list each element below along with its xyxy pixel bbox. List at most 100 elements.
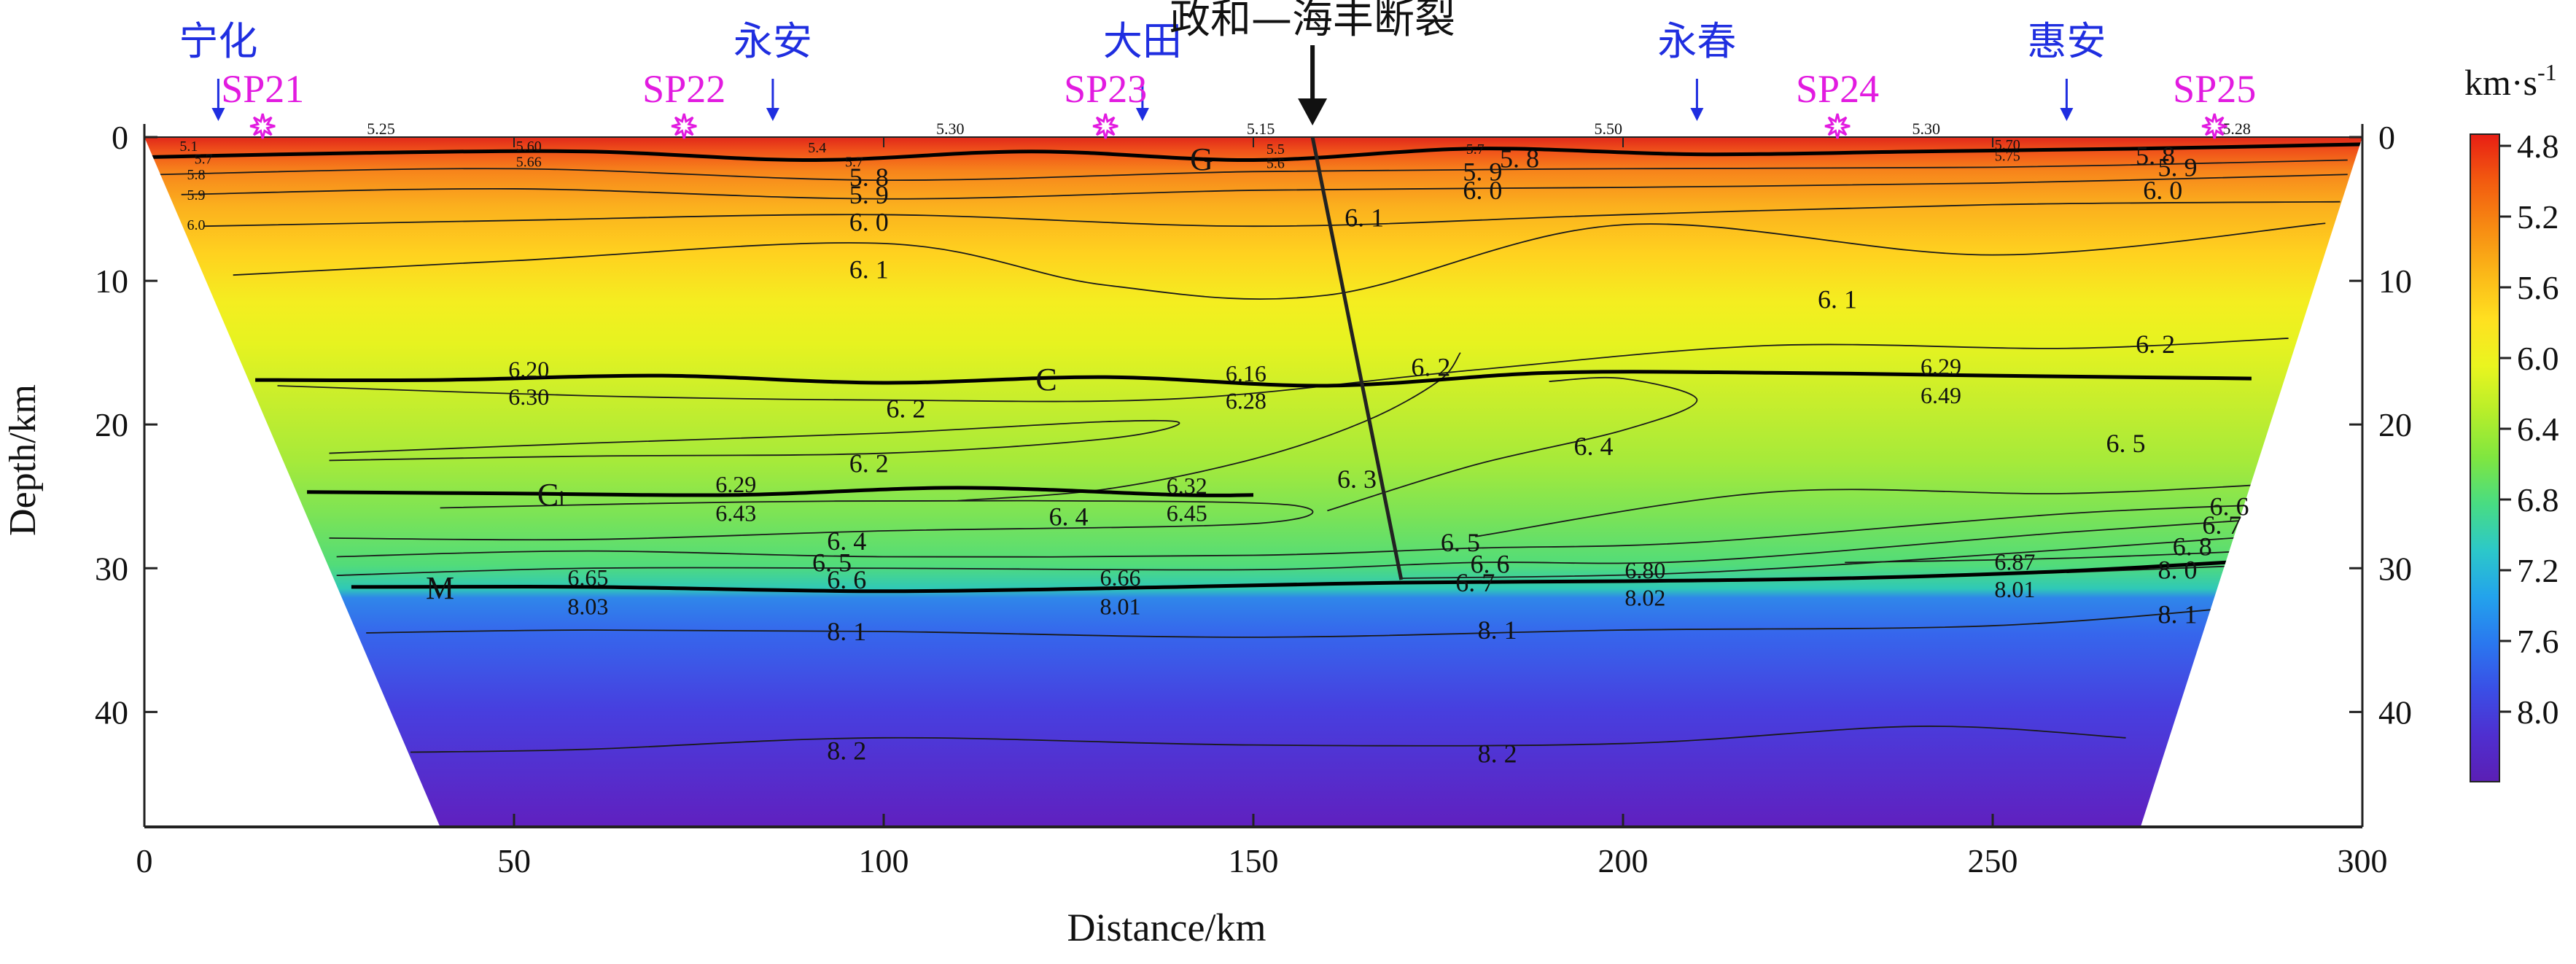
interface-velocity-label: 8.02 xyxy=(1624,585,1665,611)
colorbar-tick-label: 4.8 xyxy=(2517,128,2559,165)
interface-velocity-label: 6.28 xyxy=(1226,388,1266,414)
contour-label: 6. 1 xyxy=(849,254,889,284)
contour-label: 6. 5 xyxy=(2106,429,2146,458)
contour-label: 5. 9 xyxy=(1463,157,1502,186)
contour-label: 5. 8 xyxy=(2136,141,2175,171)
interface-velocity-label: 6.32 xyxy=(1167,473,1207,499)
x-tick-label: 100 xyxy=(859,842,909,879)
contour-label: 6. 2 xyxy=(886,394,925,424)
town-arrow-head xyxy=(2060,108,2074,121)
surface-velocity-label: 5.15 xyxy=(1247,120,1275,138)
isoline-6-0 xyxy=(203,201,2340,228)
interface-velocity-label: 8.01 xyxy=(1100,593,1140,619)
y-tick-label-right: 20 xyxy=(2378,406,2412,443)
isoline-8-2 xyxy=(410,726,2126,753)
town-arrow-head xyxy=(1690,108,1704,121)
isoline-6-3 xyxy=(957,352,1461,502)
town-label: 惠安 xyxy=(2027,18,2106,64)
shot-point-label: SP25 xyxy=(2173,67,2256,111)
surface-velocity-label: 5.25 xyxy=(367,120,395,138)
shallow-velocity-label: 5.9 xyxy=(187,187,205,203)
shot-point-star xyxy=(1092,113,1118,139)
contour-label: 6. 3 xyxy=(1337,464,1377,494)
y-tick-label-left: 40 xyxy=(95,693,128,731)
shallow-velocity-label: 5.4 xyxy=(808,140,826,156)
surface-velocity-label: 5.30 xyxy=(1912,120,1940,138)
shot-point-star xyxy=(2201,113,2227,139)
fault-line xyxy=(1310,136,1404,580)
colorbar-tick-label: 6.8 xyxy=(2517,481,2559,518)
interface-velocity-label: 6.66 xyxy=(1100,564,1140,591)
y-tick-label-left: 10 xyxy=(95,263,128,300)
shallow-velocity-label: 5.7 xyxy=(1466,141,1484,158)
colorbar-tick-label: 6.4 xyxy=(2517,411,2559,448)
colorbar: km·s-1 4.8 5.2 5.6 6.0 6.4 6.8 7.2 7.6 8.0 xyxy=(2464,59,2559,782)
shallow-velocity-label: 5.5 xyxy=(1266,141,1285,158)
shallow-velocity-label: 6.0 xyxy=(187,217,205,233)
shot-point-label: SP21 xyxy=(221,67,304,111)
fault-title: 政和—海丰断裂 xyxy=(1170,0,1455,43)
shallow-velocity-label: 5.70 xyxy=(1995,137,2020,153)
contour-label: 5. 8 xyxy=(849,163,889,192)
shallow-velocity-label: 5.7 xyxy=(845,155,863,171)
interface-ci xyxy=(307,486,1254,497)
isoline-6-2 xyxy=(277,338,2289,403)
shot-point-label: SP24 xyxy=(1796,67,1879,111)
interface-velocity-label: 6.87 xyxy=(1994,548,2035,575)
contour-label: 5. 8 xyxy=(1500,144,1539,174)
y-tick-label-left: 30 xyxy=(95,550,128,587)
interface-velocity-label: 6.16 xyxy=(1226,360,1266,386)
shot-point-label: SP22 xyxy=(642,67,725,111)
isoline-6-5 xyxy=(1475,481,2311,537)
y-tick-label-right: 10 xyxy=(2378,263,2412,300)
colorbar-unit-exp: -1 xyxy=(2537,59,2557,85)
isoline-6-2 xyxy=(329,419,1180,462)
x-tick-label: 150 xyxy=(1229,842,1279,879)
interface-velocity-label: 6.43 xyxy=(715,500,756,526)
isoline-5-9 xyxy=(181,174,2348,200)
contour-label: 6. 2 xyxy=(2136,330,2175,359)
interface-velocity-label: 6.29 xyxy=(1921,353,1961,379)
y-tick-label-right: 30 xyxy=(2378,550,2412,587)
contour-label: 5. 9 xyxy=(849,180,889,209)
x-tick-label: 0 xyxy=(136,842,153,879)
contour-label: 6. 7 xyxy=(2202,510,2241,540)
interface-velocity-label: 6.49 xyxy=(1921,382,1961,408)
shallow-velocity-label: 5.75 xyxy=(1995,149,2020,165)
isoline-6-6 xyxy=(336,516,2303,577)
shallow-velocity-labels: 5.15.75.85.96.05.605.665.45.75.55.65.7 5.… xyxy=(179,137,2020,233)
interface-velocity-label: 6.29 xyxy=(715,471,756,497)
isoline-6-4 xyxy=(329,500,1314,541)
shallow-velocity-label: 5.8 xyxy=(187,167,205,183)
colorbar-ticks: 4.8 5.2 5.6 6.0 6.4 6.8 7.2 7.6 8.0 xyxy=(2499,128,2559,731)
town-label: 大田 xyxy=(1103,18,1182,64)
isoline-6-5 xyxy=(336,502,2303,558)
contour-label: 6. 6 xyxy=(827,565,866,594)
interface-velocity-label: 6.30 xyxy=(508,384,549,410)
contour-label: 6. 2 xyxy=(849,448,889,478)
shot-point-star xyxy=(249,113,276,139)
crustal-interfaces xyxy=(144,142,2362,594)
contour-label: 6. 7 xyxy=(1455,568,1495,597)
contour-label: 6. 1 xyxy=(1345,203,1384,232)
x-tick-label: 50 xyxy=(497,842,531,879)
shallow-velocity-label: 5.60 xyxy=(516,139,542,155)
y-axis-title: Depth/km xyxy=(2,384,44,536)
contour-label: 6. 6 xyxy=(2209,492,2249,521)
interface-name-g: G xyxy=(1190,141,1213,177)
isoline-8-1 xyxy=(366,603,2274,638)
colorbar-tick-label: 8.0 xyxy=(2517,693,2559,731)
contour-labels: 5. 85. 96. 06. 15. 85. 96. 06. 16. 16. 0… xyxy=(812,141,2249,769)
shallow-velocity-label: 5.1 xyxy=(179,139,198,155)
interface-velocity-label: 6.45 xyxy=(1167,500,1207,526)
contour-label: 6. 0 xyxy=(2143,176,2182,205)
colorbar-tick-label: 7.2 xyxy=(2517,552,2559,589)
isoline-6-4 xyxy=(1327,376,1698,512)
contour-label: 6. 6 xyxy=(1470,549,1509,578)
contour-label: 8. 1 xyxy=(827,617,866,646)
interface-velocity-label: 6.80 xyxy=(1624,557,1665,583)
contour-label: 6. 0 xyxy=(1463,176,1502,205)
surface-velocity-label: 5.50 xyxy=(1594,120,1622,138)
